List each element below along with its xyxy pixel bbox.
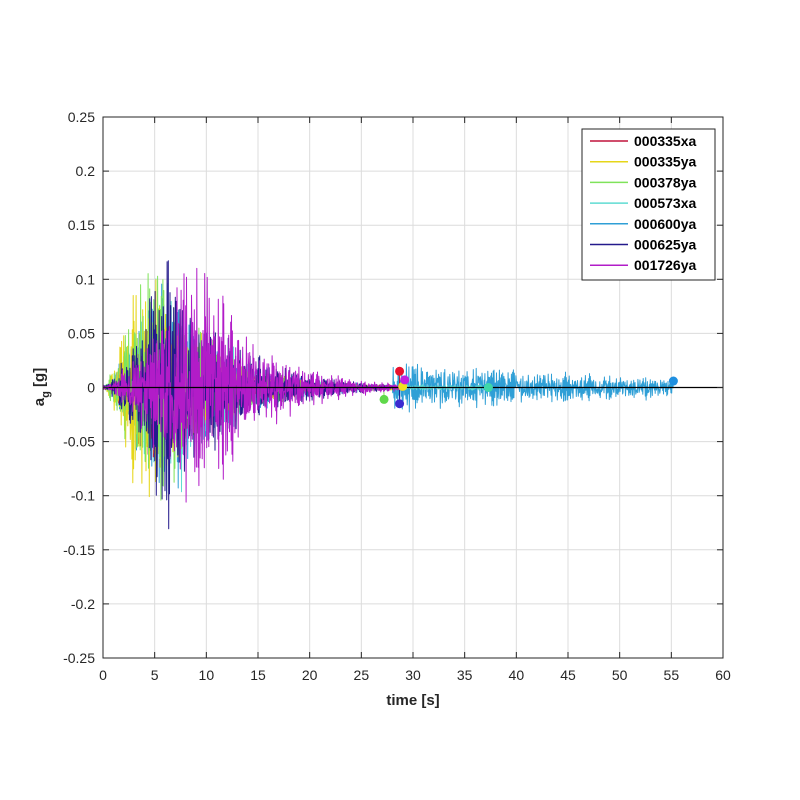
y-tick-label: -0.05 — [63, 434, 95, 450]
legend-label-000625ya: 000625ya — [634, 237, 697, 253]
legend-label-001726ya: 001726ya — [634, 257, 697, 273]
y-axis-label-unit: [g] — [31, 368, 48, 387]
legend-box — [581, 128, 716, 281]
y-tick-label: -0.1 — [71, 488, 95, 504]
x-tick-label: 10 — [199, 667, 215, 683]
end-marker-000600ya — [668, 376, 678, 386]
x-tick-label: 40 — [509, 667, 525, 683]
x-tick-label: 15 — [250, 667, 266, 683]
x-tick-label: 25 — [354, 667, 370, 683]
legend-label-000335xa: 000335xa — [634, 133, 697, 149]
end-marker-001726ya — [400, 375, 410, 385]
y-tick-label: 0.15 — [68, 217, 95, 233]
x-tick-label: 30 — [405, 667, 421, 683]
y-tick-label: 0.25 — [68, 109, 95, 125]
y-tick-label: 0.2 — [76, 163, 96, 179]
legend-label-000335ya: 000335ya — [634, 154, 697, 170]
end-marker-000378ya — [379, 394, 389, 404]
series-layer — [102, 260, 674, 530]
legend-label-000573xa: 000573xa — [634, 195, 697, 211]
svg-text:ag [g]: ag [g] — [31, 368, 52, 406]
x-tick-label: 45 — [560, 667, 576, 683]
x-axis-label: time [s] — [386, 692, 439, 709]
x-tick-label: 5 — [151, 667, 159, 683]
y-tick-label: 0 — [87, 380, 95, 396]
x-tick-label: 20 — [302, 667, 318, 683]
y-tick-label: -0.15 — [63, 542, 95, 558]
series-line-001726ya — [102, 267, 406, 503]
x-tick-label: 50 — [612, 667, 628, 683]
y-ticks: 0.25 0.2 0.15 0.1 0.05 0 -0.05 -0.1 -0.15 -0.2 -0.… — [63, 109, 723, 666]
end-marker-000573xa — [483, 383, 493, 392]
y-tick-label: -0.25 — [63, 650, 95, 666]
y-axis-label-sub: g — [40, 391, 52, 398]
y-axis-label: ag [g] — [31, 368, 52, 406]
x-ticks: 0 5 10 15 20 25 30 35 40 45 50 55 60 — [99, 117, 731, 683]
y-tick-label: -0.2 — [71, 596, 95, 612]
legend: 000335xa 000335ya 000378ya 000573xa 000600ya… — [581, 128, 716, 281]
x-tick-label: 0 — [99, 667, 107, 683]
legend-label-000600ya: 000600ya — [634, 216, 697, 232]
end-marker-000625ya — [395, 399, 405, 409]
end-markers — [379, 366, 678, 409]
x-tick-label: 35 — [457, 667, 473, 683]
x-tick-label: 60 — [715, 667, 731, 683]
end-marker-000335xa — [395, 366, 405, 376]
legend-label-000378ya: 000378ya — [634, 174, 697, 190]
y-axis-label-main: a — [31, 397, 48, 406]
y-tick-label: 0.05 — [68, 325, 95, 341]
x-tick-label: 55 — [664, 667, 680, 683]
y-tick-label: 0.1 — [76, 271, 96, 287]
